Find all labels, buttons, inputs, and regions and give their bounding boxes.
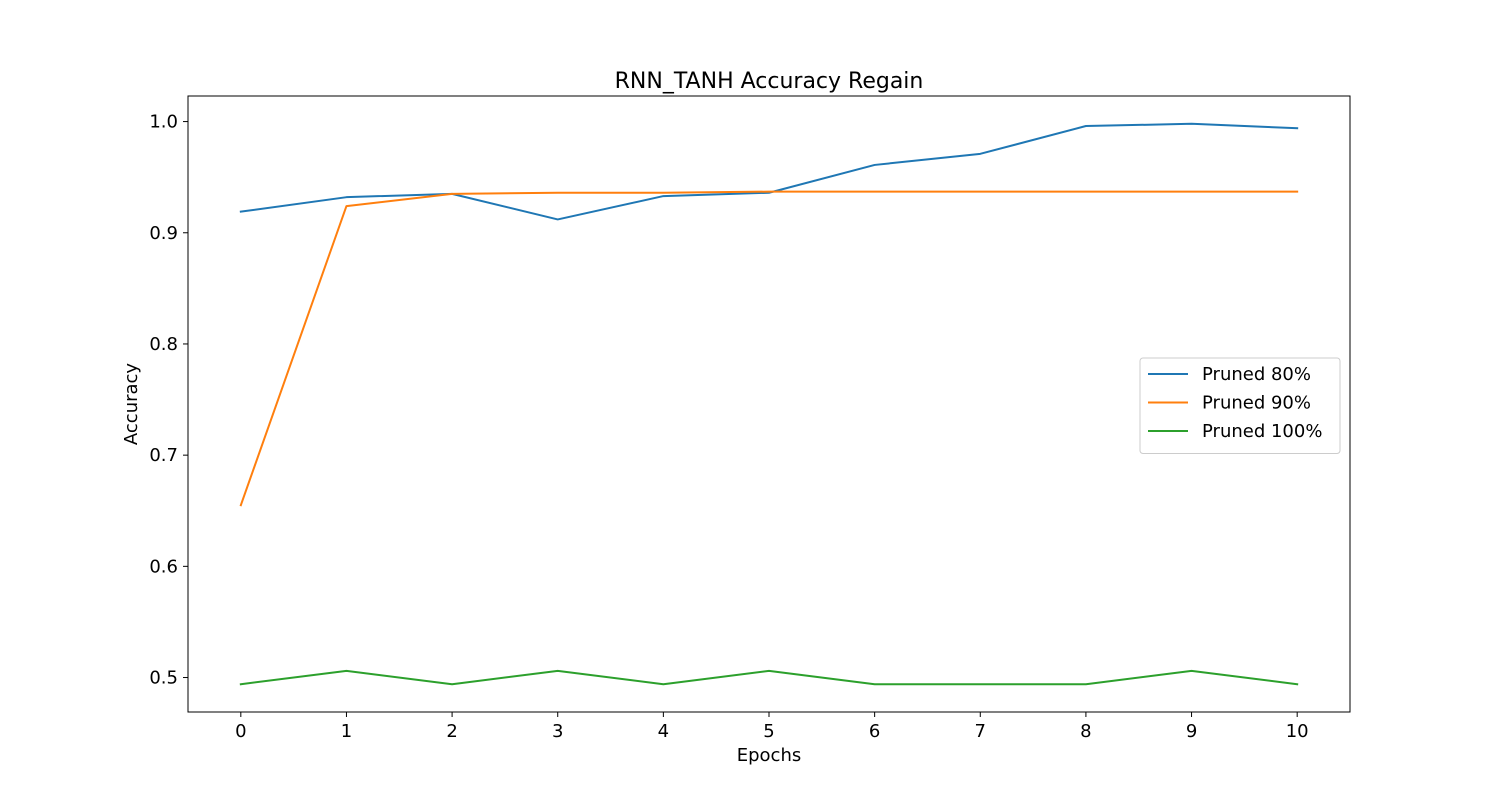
x-tick-label: 4: [658, 721, 669, 742]
x-tick-label: 1: [341, 721, 352, 742]
x-tick-label: 6: [869, 721, 880, 742]
x-axis-label: Epochs: [737, 745, 802, 766]
legend: Pruned 80% Pruned 90% Pruned 100%: [1139, 357, 1341, 454]
x-tick-label: 8: [1080, 721, 1091, 742]
legend-label: Pruned 100%: [1202, 421, 1322, 442]
y-axis-ticks: 0.5 0.6 0.7 0.8 0.9 1.0: [149, 112, 188, 689]
y-tick-label: 0.9: [149, 223, 178, 244]
y-tick-label: 0.5: [149, 668, 178, 689]
x-tick-label: 7: [975, 721, 986, 742]
y-tick-label: 0.7: [149, 445, 178, 466]
x-tick-label: 5: [763, 721, 774, 742]
x-tick-label: 2: [446, 721, 457, 742]
x-axis-ticks: 0 1 2 3 4 5 6 7 8 9 10: [235, 712, 1309, 742]
y-tick-label: 0.6: [149, 556, 178, 577]
x-tick-label: 3: [552, 721, 563, 742]
legend-label: Pruned 80%: [1202, 364, 1311, 385]
x-tick-label: 0: [235, 721, 246, 742]
y-tick-label: 1.0: [149, 112, 178, 133]
series-line-3: [239, 669, 1299, 686]
series-line-2: [239, 190, 1299, 507]
legend-label: Pruned 90%: [1202, 393, 1311, 414]
y-axis-label: Accuracy: [121, 363, 142, 446]
x-tick-label: 10: [1286, 721, 1309, 742]
x-tick-label: 9: [1186, 721, 1197, 742]
y-tick-label: 0.8: [149, 334, 178, 355]
series-line-1: [239, 122, 1299, 221]
plot-lines: [239, 122, 1299, 686]
legend-box: [1139, 357, 1341, 454]
chart-title: RNN_TANH Accuracy Regain: [615, 69, 924, 94]
